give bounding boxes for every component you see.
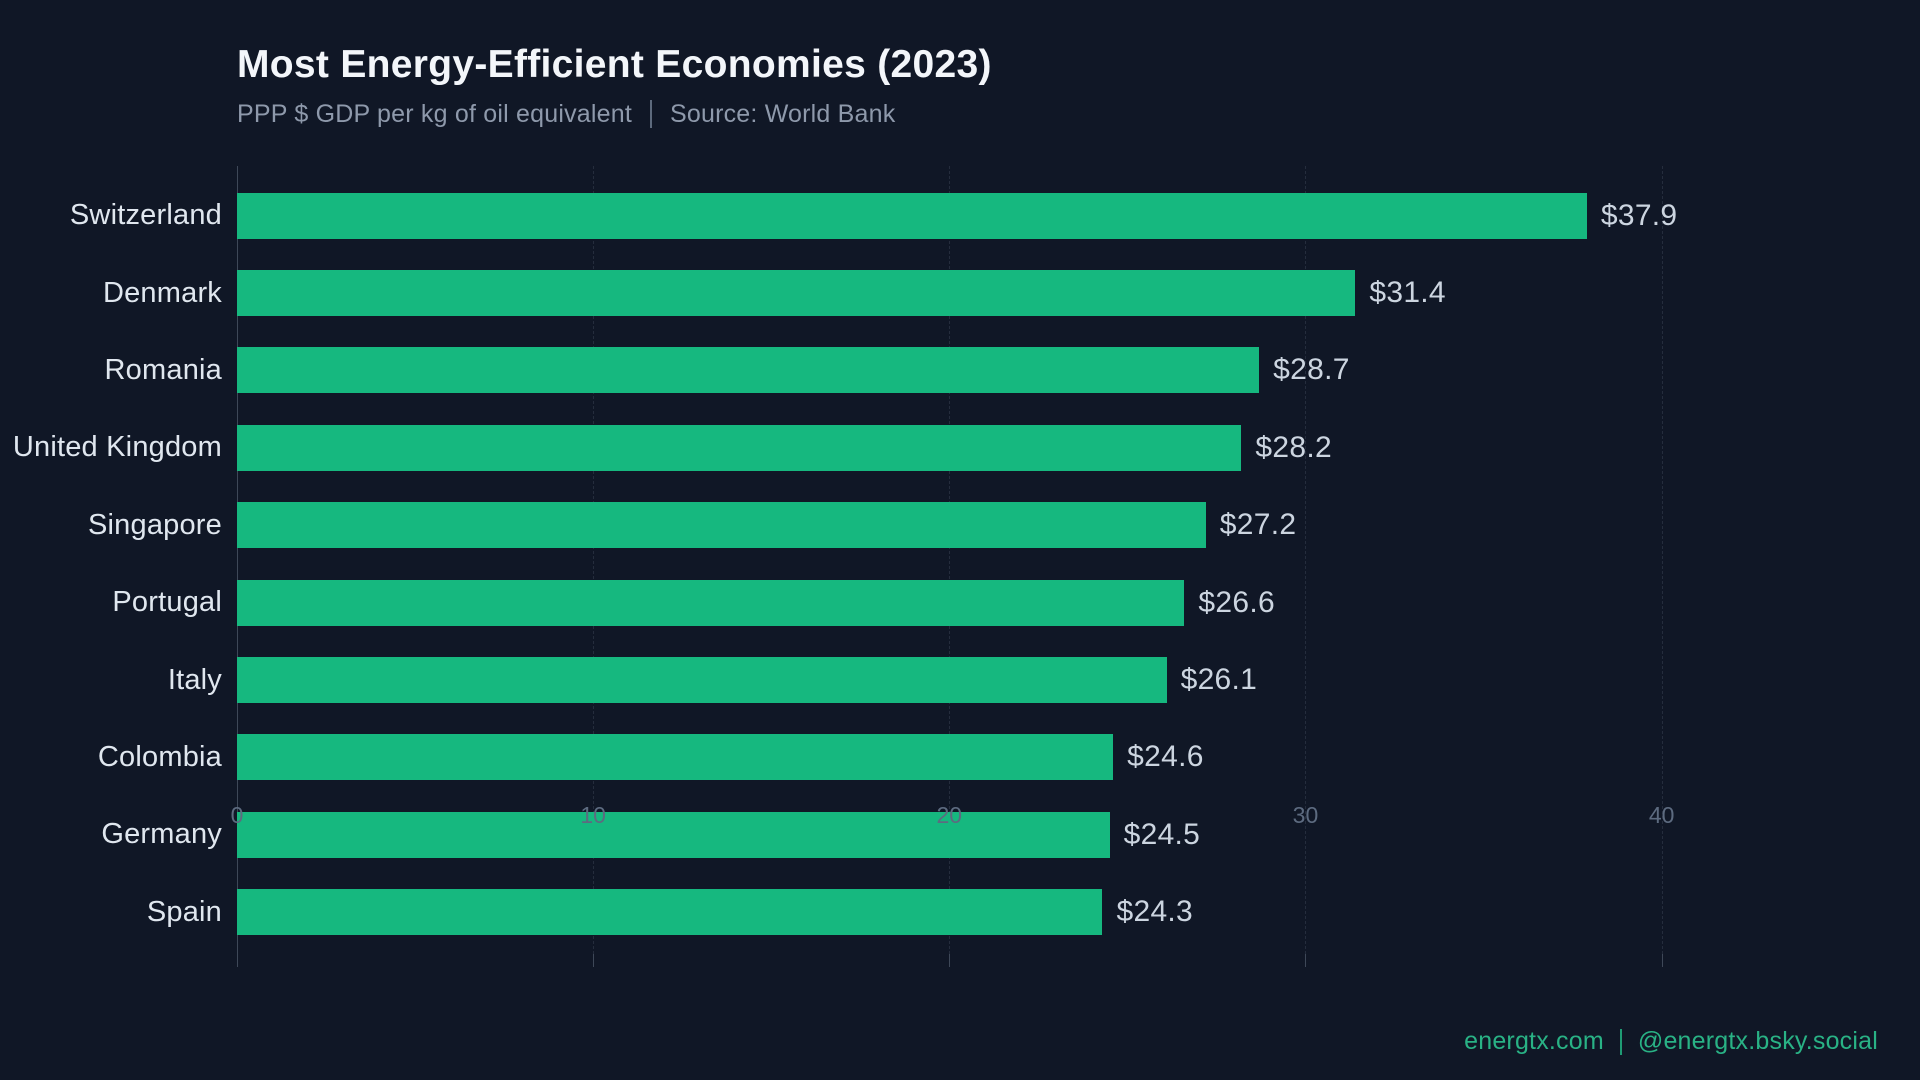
bar-rows: Switzerland $37.9 Denmark $31.4 Romania $28.7… <box>0 177 1920 951</box>
tick-mark <box>237 954 238 967</box>
bar-row: Portugal $26.6 <box>0 564 1920 641</box>
bar-value-label: $27.2 <box>1219 508 1297 542</box>
bar-row: Singapore $27.2 <box>0 487 1920 564</box>
bar-value-label: $31.4 <box>1369 276 1446 310</box>
category-label: United Kingdom <box>12 431 222 464</box>
bar-track: $24.6 <box>237 734 1740 781</box>
tick-label: 30 <box>1292 802 1319 828</box>
tick-label: 20 <box>936 802 963 828</box>
tick-label: 0 <box>230 802 244 828</box>
x-axis: 0 10 20 30 40 <box>231 792 1740 832</box>
bar <box>237 270 1356 317</box>
bar-value-label: $24.5 <box>1123 817 1201 851</box>
source-text: Source: World Bank <box>670 99 896 128</box>
tick-mark <box>1305 954 1307 967</box>
category-label: Denmark <box>102 276 222 309</box>
bar <box>237 347 1260 394</box>
bar <box>237 192 1587 239</box>
bar-row: Denmark $31.4 <box>0 254 1920 331</box>
bar-value-label: $28.2 <box>1255 430 1332 464</box>
tick-mark <box>1661 954 1663 967</box>
bar-track: $37.9 <box>237 192 1740 239</box>
bar <box>237 424 1242 471</box>
bar-row: Germany $24.5 <box>0 796 1920 873</box>
chart-header: Most Energy-Efficient Economies (2023) P… <box>237 43 992 129</box>
bar-value-label: $26.1 <box>1180 663 1258 697</box>
bar-row: Switzerland $37.9 <box>0 177 1920 254</box>
bar <box>237 811 1110 858</box>
bar-value-label: $26.6 <box>1198 585 1275 619</box>
bar-track: $28.2 <box>237 424 1740 471</box>
category-label: Colombia <box>97 740 222 773</box>
bar-track: $24.5 <box>237 811 1740 858</box>
bar-row: Colombia $24.6 <box>0 719 1920 796</box>
chart-subtitle: PPP $ GDP per kg of oil equivalent Sourc… <box>237 100 992 129</box>
category-label: Italy <box>167 663 222 696</box>
subtitle-divider <box>650 100 652 129</box>
footer-divider <box>1619 1028 1622 1055</box>
bar-track: $26.1 <box>237 657 1740 704</box>
bar-value-label: $28.7 <box>1273 353 1350 387</box>
chart-footer: energtx.com @energtx.bsky.social <box>1464 1027 1878 1056</box>
bar <box>237 502 1206 549</box>
bar-row: Italy $26.1 <box>0 641 1920 718</box>
tick-mark <box>593 954 595 967</box>
tick-mark <box>949 954 951 967</box>
category-label: Romania <box>104 353 222 386</box>
bar-track: $26.6 <box>237 579 1740 626</box>
footer-handle: @energtx.bsky.social <box>1637 1027 1878 1055</box>
bar-row: Romania $28.7 <box>0 332 1920 409</box>
bar <box>237 657 1167 704</box>
bar-value-label: $37.9 <box>1600 198 1678 232</box>
bar-track: $24.3 <box>237 889 1740 936</box>
bar-row: United Kingdom $28.2 <box>0 409 1920 486</box>
bar-value-label: $24.6 <box>1127 740 1204 774</box>
category-label: Germany <box>101 818 222 851</box>
bar-value-label: $24.3 <box>1116 895 1194 929</box>
bar-track: $28.7 <box>237 347 1740 394</box>
bar-track: $27.2 <box>237 502 1740 549</box>
category-label: Portugal <box>112 586 222 619</box>
footer-site: energtx.com <box>1464 1027 1604 1055</box>
tick-label: 40 <box>1648 802 1675 828</box>
category-label: Spain <box>146 895 222 928</box>
tick-label: 10 <box>580 802 606 828</box>
bar <box>237 889 1103 936</box>
bar-track: $31.4 <box>237 270 1740 317</box>
subtitle-text: PPP $ GDP per kg of oil equivalent <box>237 99 632 128</box>
category-label: Switzerland <box>69 199 222 232</box>
bar <box>237 579 1185 626</box>
bar-chart: Switzerland $37.9 Denmark $31.4 Romania $28.7… <box>0 166 1920 967</box>
category-label: Singapore <box>87 508 222 541</box>
chart-title: Most Energy-Efficient Economies (2023) <box>237 43 992 86</box>
bar <box>237 734 1114 781</box>
bar-row: Spain $24.3 <box>0 874 1920 951</box>
